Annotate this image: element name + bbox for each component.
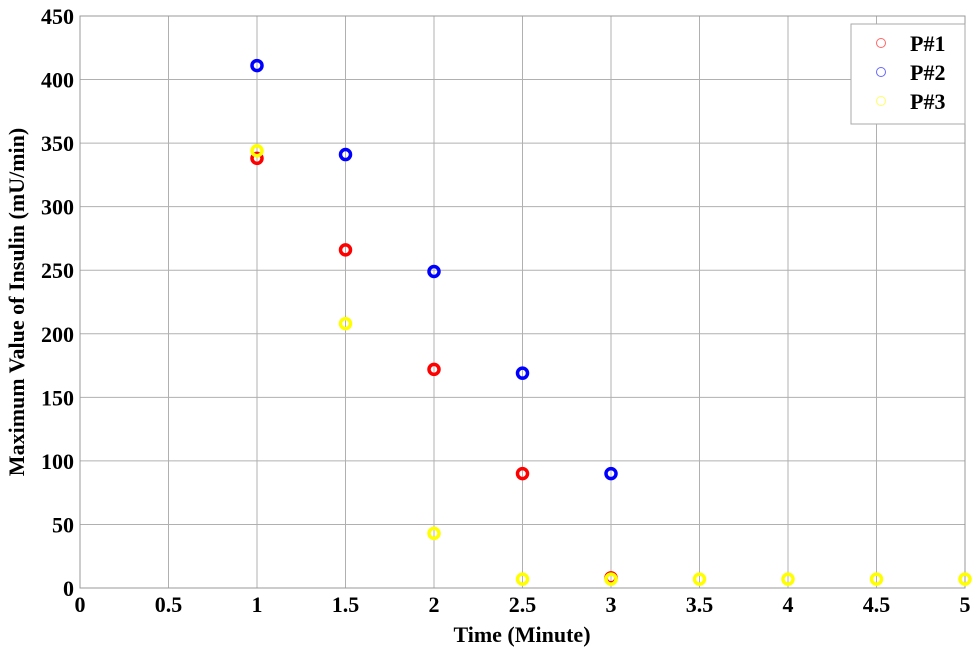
y-tick-label: 150 <box>41 385 74 410</box>
y-tick-label: 50 <box>52 512 74 537</box>
legend-label: P#3 <box>910 89 945 114</box>
series-P3 <box>250 143 972 586</box>
data-point-marker <box>958 572 972 586</box>
data-point-marker <box>250 58 264 73</box>
data-point-marker <box>869 572 884 586</box>
data-point-marker <box>250 143 264 158</box>
x-tick-label: 0.5 <box>155 592 183 617</box>
y-tick-label: 100 <box>41 449 74 474</box>
y-tick-label: 350 <box>41 131 74 156</box>
data-point-marker <box>692 572 707 586</box>
x-axis-ticks: 0 0.5 1 1.5 2 2.5 3 3.5 4 4.5 5 <box>75 592 971 617</box>
y-axis-ticks: 0 50 100 150 200 250 300 350 400 450 <box>41 4 74 601</box>
legend-marker-icon <box>876 96 886 106</box>
y-tick-label: 0 <box>63 576 74 601</box>
y-tick-label: 400 <box>41 68 74 93</box>
legend-marker-icon <box>876 67 886 77</box>
y-axis-label: Maximum Value of Insulin (mU/min) <box>4 128 29 476</box>
data-point-marker <box>515 572 530 586</box>
data-point-marker <box>515 466 530 481</box>
data-point-marker <box>604 572 618 586</box>
x-tick-label: 0 <box>75 592 86 617</box>
x-axis-label: Time (Minute) <box>453 622 590 647</box>
x-tick-label: 2.5 <box>509 592 537 617</box>
x-tick-label: 5 <box>960 592 971 617</box>
data-point-marker <box>338 147 353 162</box>
y-tick-label: 200 <box>41 322 74 347</box>
data-point-marker <box>781 572 795 586</box>
y-tick-label: 250 <box>41 258 74 283</box>
legend-marker-icon <box>876 38 886 48</box>
series-P2 <box>250 58 618 481</box>
legend-label: P#2 <box>910 60 945 85</box>
y-tick-label: 300 <box>41 195 74 220</box>
legend: P#1 P#2 P#3 <box>850 23 966 125</box>
y-tick-label: 450 <box>41 4 74 29</box>
data-point-marker <box>604 466 618 481</box>
x-tick-label: 3.5 <box>686 592 714 617</box>
x-tick-label: 4.5 <box>863 592 891 617</box>
data-point-marker <box>515 366 530 380</box>
series-P1 <box>250 151 618 585</box>
data-point-marker <box>427 526 441 541</box>
legend-label: P#1 <box>910 31 945 56</box>
x-tick-label: 3 <box>606 592 617 617</box>
x-tick-label: 1 <box>252 592 263 617</box>
data-point-marker <box>427 264 441 279</box>
legend-box <box>850 23 966 125</box>
data-point-marker <box>338 316 353 331</box>
x-tick-label: 1.5 <box>332 592 360 617</box>
x-tick-label: 2 <box>429 592 440 617</box>
plot-frame <box>79 15 966 589</box>
x-tick-label: 4 <box>783 592 794 617</box>
data-points <box>250 58 972 586</box>
data-point-marker <box>338 243 353 257</box>
data-point-marker <box>427 362 441 377</box>
data-point-marker <box>250 151 264 166</box>
